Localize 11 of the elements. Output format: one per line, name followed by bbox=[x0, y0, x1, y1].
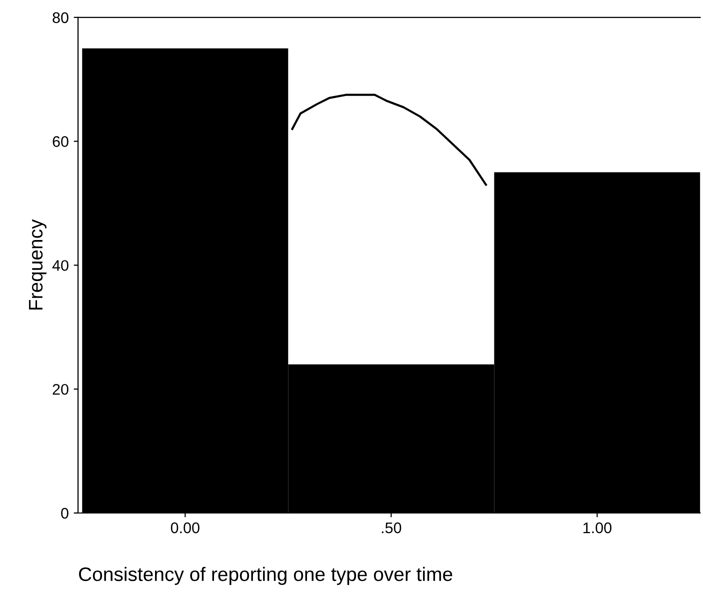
x-tick-label: 1.00 bbox=[583, 522, 612, 534]
y-tick-label: 40 bbox=[52, 260, 68, 271]
y-axis-title: Frequency bbox=[29, 219, 46, 310]
y-tick-label: 60 bbox=[52, 136, 68, 147]
x-axis-title: Consistency of reporting one type over time bbox=[79, 566, 452, 585]
y-tick-label: 80 bbox=[52, 12, 68, 24]
x-tick-label: .50 bbox=[382, 522, 402, 534]
x-tick-label: 0.00 bbox=[170, 522, 200, 534]
y-tick-label: 20 bbox=[52, 384, 68, 395]
line-series bbox=[291, 94, 487, 186]
y-tick-label: 0 bbox=[61, 508, 68, 519]
